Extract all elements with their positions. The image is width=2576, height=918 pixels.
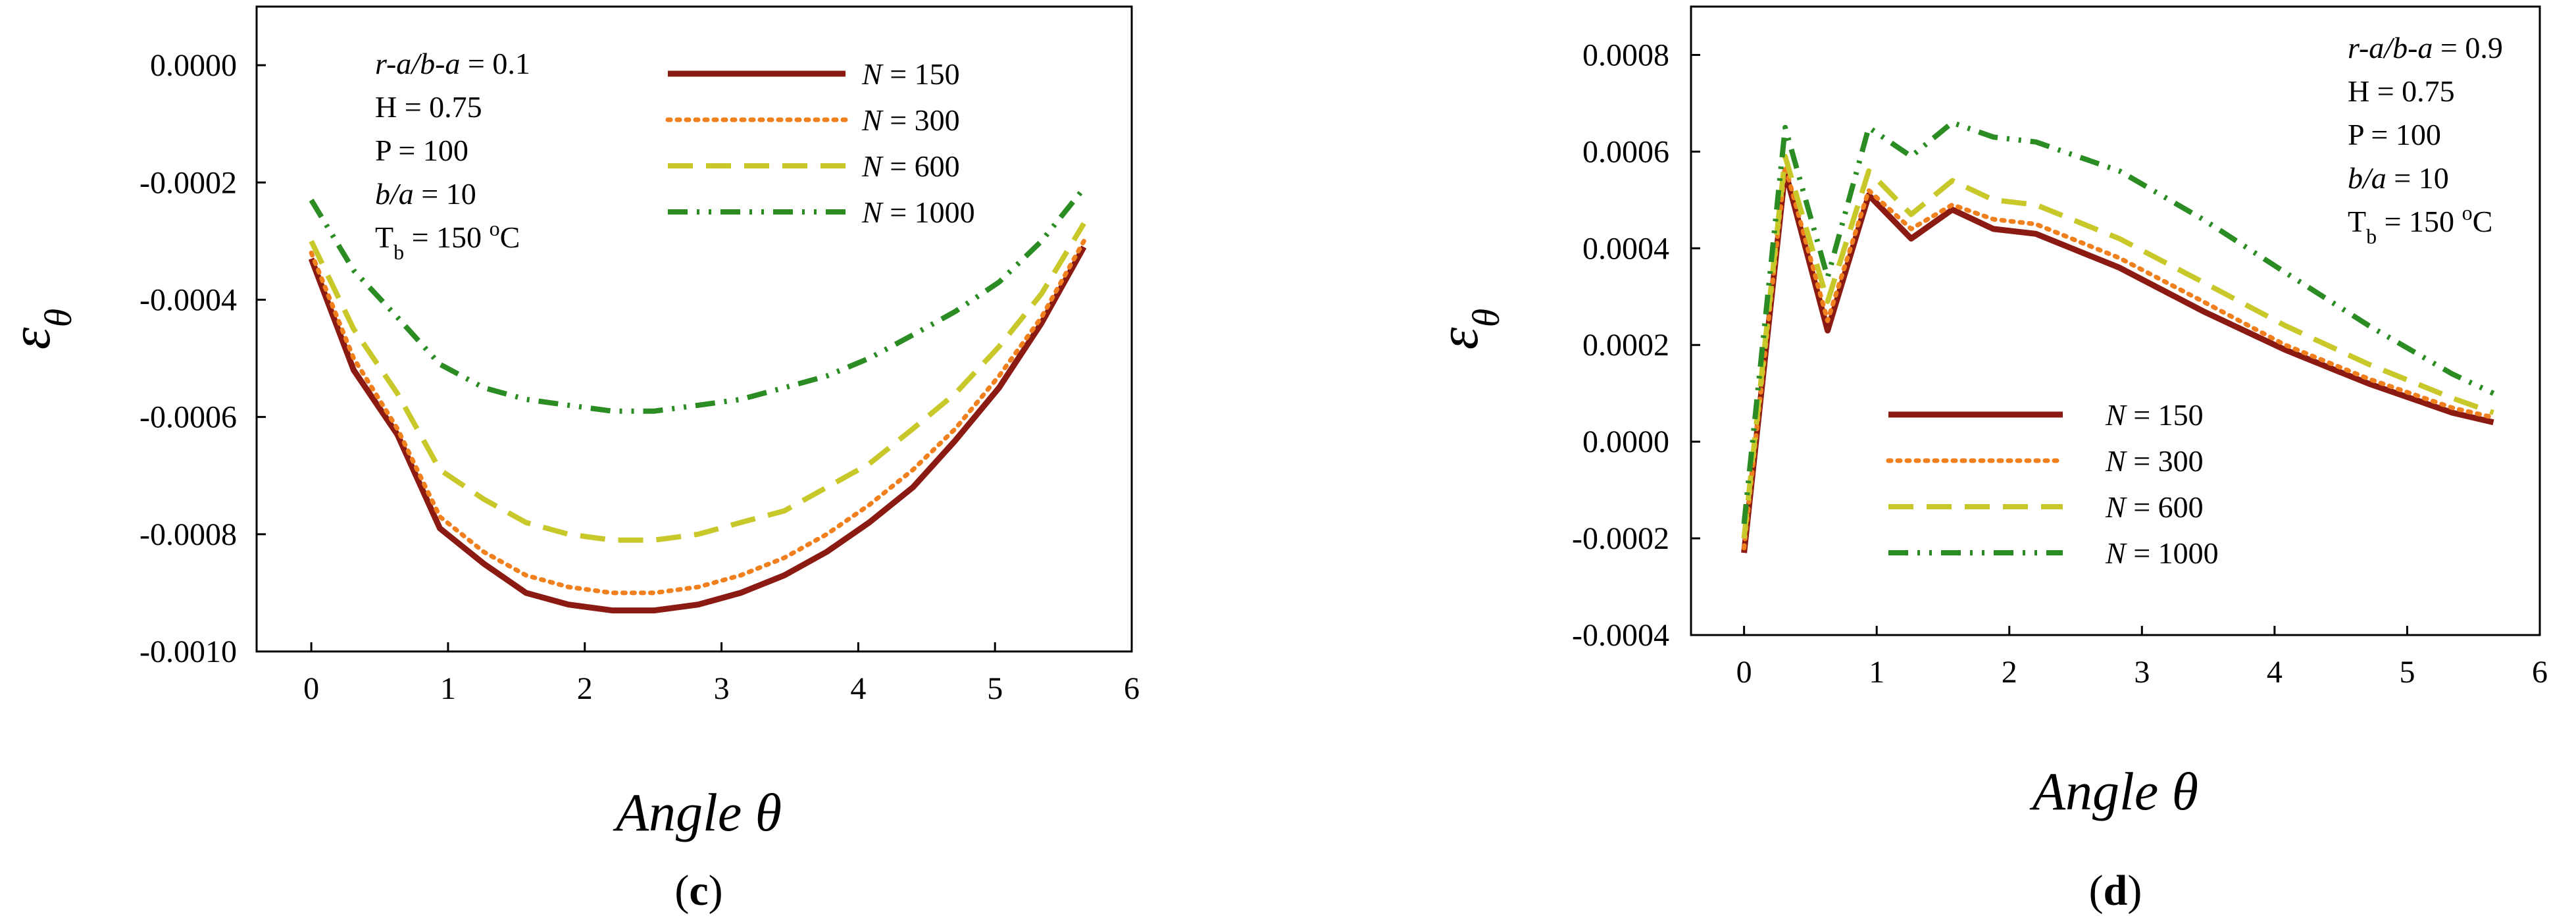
x-tick-label: 1 (1869, 655, 1884, 690)
parameter-annotation: H = 0.75 (375, 90, 482, 124)
legend-label: N = 1000 (861, 195, 975, 229)
parameter-annotation: b/a = 10 (2348, 161, 2449, 195)
parameter-annotation: b/a = 10 (375, 177, 476, 211)
plot-frame (1690, 5, 2541, 636)
series-line-1000 (309, 186, 1086, 414)
parameter-annotation: Tb = 150 oC (2348, 201, 2492, 248)
chart-panel-c: 0.0000 -0.0002 -0.0004 -0.0006 -0.0008 -0.001… (0, 5, 1140, 915)
series-line-150 (308, 245, 1087, 614)
y-tick-label: -0.0006 (139, 400, 237, 435)
series-line-300 (309, 238, 1086, 596)
y-tick-label: 0.0008 (1582, 38, 1669, 72)
legend-label: N = 150 (861, 57, 960, 91)
y-tick-label: -0.0004 (1572, 618, 1669, 653)
x-tick-label: 2 (577, 671, 593, 706)
panel-label: (c) (674, 867, 722, 915)
legend-label: N = 300 (861, 103, 960, 137)
parameter-annotation: r-a/b-a = 0.1 (375, 47, 530, 80)
x-tick-label: 4 (850, 671, 866, 706)
parameter-annotation: P = 100 (2348, 118, 2441, 151)
parameter-annotation: Tb = 150 oC (375, 217, 520, 264)
y-tick-label: 0.0000 (150, 48, 237, 83)
legend-label: N = 600 (2105, 490, 2204, 524)
y-tick-label: -0.0010 (139, 634, 237, 669)
y-tick-label: -0.0002 (139, 165, 237, 200)
x-tick-label: 0 (1736, 655, 1752, 690)
y-axis-label: εθ (1427, 309, 1507, 349)
y-tick-label: 0.0002 (1582, 328, 1669, 363)
y-axis-label: εθ (0, 309, 80, 349)
chart-panel-d: 0.0008 0.0006 0.0004 0.0002 0.0000 -0.0002 -0.… (1427, 5, 2548, 915)
x-tick-label: 6 (2532, 655, 2548, 690)
series-line-600 (1741, 153, 2494, 539)
x-axis-label: Angle θ (2029, 761, 2198, 821)
series-line-1000 (1741, 120, 2495, 524)
legend-label: N = 300 (2105, 444, 2204, 478)
x-tick-label: 6 (1124, 671, 1140, 706)
y-tick-label: -0.0004 (139, 282, 237, 317)
panel-label: (d) (2089, 867, 2142, 915)
legend-label: N = 150 (2105, 398, 2204, 432)
x-tick-label: 5 (2399, 655, 2415, 690)
x-tick-label: 0 (303, 671, 319, 706)
x-tick-label: 1 (440, 671, 456, 706)
y-tick-label: -0.0002 (1572, 521, 1669, 556)
parameter-annotation: P = 100 (375, 134, 468, 167)
y-tick-label: 0.0006 (1582, 134, 1669, 169)
plot-frame (255, 5, 1133, 653)
x-tick-label: 5 (987, 671, 1003, 706)
series-line-150 (1741, 168, 2494, 553)
y-tick-label: 0.0000 (1582, 424, 1669, 459)
x-axis-label: Angle θ (613, 782, 782, 842)
parameter-annotation: r-a/b-a = 0.9 (2348, 31, 2503, 64)
series-line-600 (309, 222, 1086, 543)
x-tick-label: 2 (2002, 655, 2017, 690)
parameter-annotation: H = 0.75 (2348, 74, 2455, 108)
y-tick-label: -0.0008 (139, 517, 237, 552)
x-tick-label: 3 (2134, 655, 2150, 690)
x-tick-label: 3 (714, 671, 730, 706)
series-line-300 (1742, 163, 2496, 551)
legend-label: N = 600 (861, 149, 960, 183)
x-tick-label: 4 (2267, 655, 2283, 690)
legend-label: N = 1000 (2105, 536, 2219, 570)
y-tick-label: 0.0004 (1582, 231, 1669, 266)
